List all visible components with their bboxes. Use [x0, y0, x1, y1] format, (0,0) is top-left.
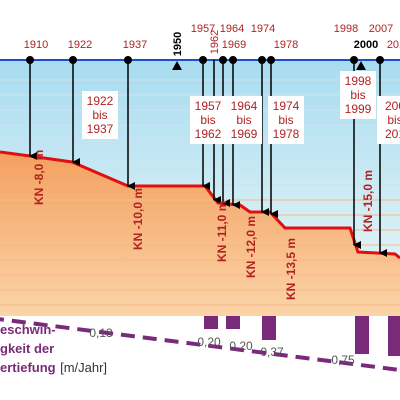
period-text: bis [236, 113, 251, 127]
year: 1910 [24, 39, 48, 51]
year: 2007 [369, 23, 393, 35]
period-text: 1998 [345, 74, 372, 88]
period-text: bis [350, 88, 365, 102]
period-text: bis [387, 113, 400, 127]
period-box [190, 96, 226, 144]
depth-label: KN -11,0 m [215, 201, 229, 262]
period-text: 1937 [87, 122, 114, 136]
caption: ertiefung [m/Jahr] [0, 359, 107, 376]
year: 1962 [209, 30, 221, 54]
period-box [340, 71, 376, 119]
period-text: bis [278, 113, 293, 127]
year: 1957 [191, 23, 215, 35]
year: 1974 [251, 23, 275, 35]
period-text: 201 [385, 127, 400, 141]
caption: eschwin- [0, 322, 56, 337]
level-dots [26, 56, 384, 64]
year: 1978 [274, 39, 298, 51]
period-box [268, 96, 304, 144]
period-text: 1962 [195, 127, 222, 141]
year: 1937 [123, 39, 147, 51]
period-text: 1969 [231, 127, 258, 141]
depth-label: KN -12,0 m [244, 216, 258, 278]
year: 1950 [172, 32, 184, 56]
period-box [226, 96, 262, 144]
period-text: 200 [385, 99, 400, 113]
period-boxes: 1922bis19371957bis19621964bis19691974bis… [82, 71, 400, 144]
period-box [82, 91, 118, 139]
period-text: 1964 [231, 99, 258, 113]
year: 201 [387, 39, 400, 51]
year: 1969 [222, 39, 246, 51]
period-text: 1957 [195, 99, 222, 113]
period-text: 1922 [87, 94, 114, 108]
period-text: bis [92, 108, 107, 122]
period-text: bis [200, 113, 215, 127]
year: 2000 [354, 39, 378, 51]
year: 1922 [68, 39, 92, 51]
depth-labels: KN -8,0 m KN -10,0 m KN -11,0 m KN -12,0 m K… [32, 150, 375, 300]
caption: gkeit der [0, 341, 54, 356]
period-text: 1978 [273, 127, 300, 141]
rate-line [0, 317, 400, 372]
rate: 0,13 [89, 326, 113, 340]
ground-lines [0, 199, 400, 306]
period-box [377, 96, 400, 144]
rate: 0,20 [197, 335, 221, 349]
year: 1964 [220, 23, 244, 35]
depth-label: KN -10,0 m [131, 188, 145, 250]
depth-label: KN -8,0 m [32, 150, 46, 205]
depth-label: KN -15,0 m [361, 170, 375, 232]
year: 1998 [334, 23, 358, 35]
rate: 0,37 [260, 345, 284, 359]
depth-label: KN -13,5 m [284, 238, 298, 300]
rate-bars [204, 316, 400, 356]
rate: 0,75 [331, 353, 355, 367]
rate: 0,20 [229, 339, 253, 353]
period-text: 1974 [273, 99, 300, 113]
period-text: 1999 [345, 102, 372, 116]
